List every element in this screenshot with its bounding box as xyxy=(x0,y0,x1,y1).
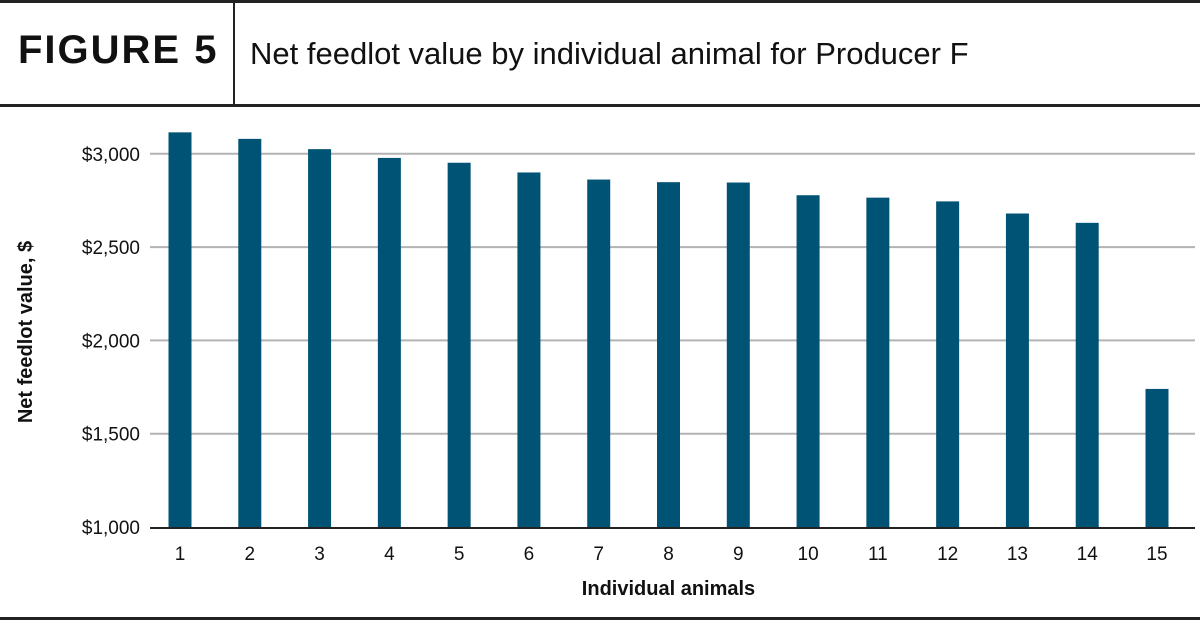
x-tick-label: 13 xyxy=(1007,544,1028,565)
header-rule xyxy=(0,104,1200,107)
x-tick-label: 9 xyxy=(733,544,744,565)
y-tick-label: $1,000 xyxy=(82,518,140,539)
x-axis-label: Individual animals xyxy=(582,578,755,600)
x-tick-label: 14 xyxy=(1077,544,1099,565)
x-tick-label: 12 xyxy=(937,544,958,565)
y-tick-labels: $1,000 $1,500 $2,000 $2,500 $3,000 xyxy=(82,145,140,539)
x-tick-label: 6 xyxy=(524,544,535,565)
x-tick-label: 1 xyxy=(175,544,186,565)
bar-animal-6 xyxy=(517,172,541,527)
x-tick-label: 10 xyxy=(798,544,819,565)
bar-animal-11 xyxy=(866,197,890,527)
x-tick-label: 2 xyxy=(244,544,255,565)
x-tick-label: 5 xyxy=(454,544,465,565)
y-tick-label: $2,000 xyxy=(82,331,140,352)
header-divider xyxy=(233,3,235,104)
bar-animal-7 xyxy=(587,179,611,528)
bar-animal-5 xyxy=(447,162,471,527)
bottom-rule xyxy=(0,617,1200,620)
bar-animal-12 xyxy=(936,201,960,527)
bar-animal-1 xyxy=(168,132,192,527)
x-tick-label: 4 xyxy=(384,544,395,565)
x-tick-label: 3 xyxy=(314,544,325,565)
figure-label: FIGURE 5 xyxy=(18,28,219,72)
y-tick-label: $2,500 xyxy=(82,238,140,259)
bar-animal-15 xyxy=(1145,388,1169,527)
x-tick-label: 11 xyxy=(868,544,888,565)
top-rule xyxy=(0,0,1200,3)
bar-animal-10 xyxy=(796,195,820,527)
y-tick-label: $1,500 xyxy=(82,425,140,446)
bar-animal-3 xyxy=(308,149,332,527)
x-tick-label: 8 xyxy=(663,544,674,565)
figure-title: Net feedlot value by individual animal f… xyxy=(250,36,969,71)
x-tick-label: 7 xyxy=(593,544,604,565)
x-tick-labels: 1 2 3 4 5 6 7 8 9 10 11 12 13 14 15 xyxy=(175,544,1168,565)
y-axis-label: Net feedlot value, $ xyxy=(15,241,37,423)
bar-animal-8 xyxy=(657,182,680,527)
bar-animal-13 xyxy=(1005,213,1029,527)
bar-animal-9 xyxy=(726,182,750,527)
bars xyxy=(168,132,1169,528)
bar-animal-14 xyxy=(1075,222,1099,527)
y-tick-label: $3,000 xyxy=(82,145,140,166)
bar-animal-2 xyxy=(238,138,262,527)
x-tick-label: 15 xyxy=(1146,544,1167,565)
bar-animal-4 xyxy=(377,157,401,527)
